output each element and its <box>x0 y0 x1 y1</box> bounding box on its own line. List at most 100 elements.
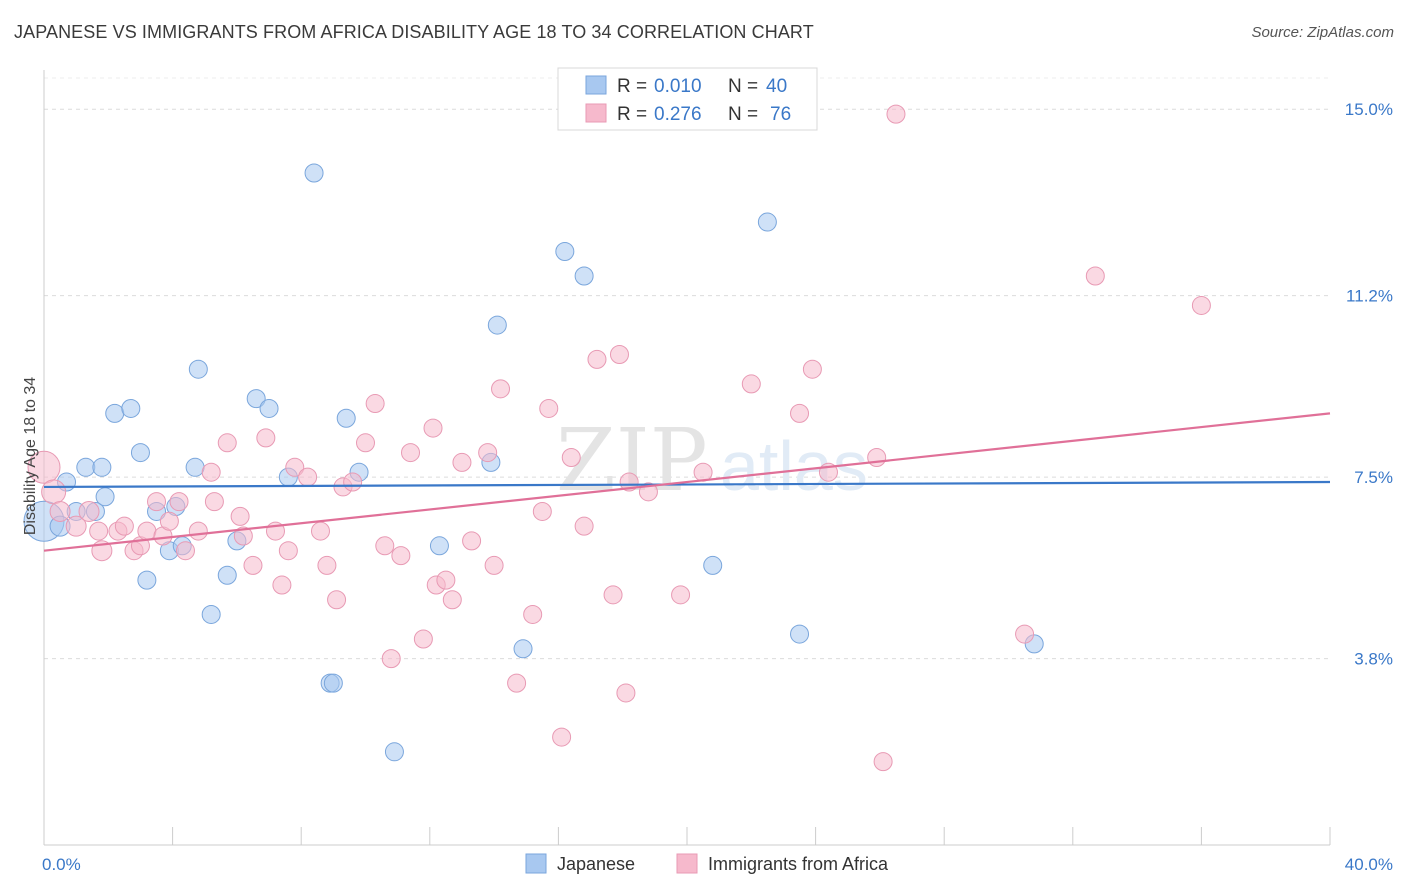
source-label: Source: ZipAtlas.com <box>1251 24 1394 41</box>
legend-swatch-africa <box>585 103 607 123</box>
point-africa-70 <box>867 448 887 467</box>
legend-n-label-1: N = <box>728 76 758 97</box>
point-japanese-36 <box>703 555 723 575</box>
point-japanese-22 <box>259 398 279 418</box>
point-africa-17 <box>188 521 208 541</box>
point-japanese-16 <box>185 457 205 477</box>
point-africa-51 <box>507 673 527 693</box>
point-africa-38 <box>381 649 401 669</box>
y-tick-label-2: 11.2% <box>1346 287 1393 306</box>
point-africa-73 <box>1015 624 1035 644</box>
point-africa-35 <box>356 433 375 453</box>
point-japanese-4 <box>76 457 96 477</box>
watermark: ZIP atlas <box>556 411 868 511</box>
point-africa-15 <box>169 492 189 512</box>
x-tick-labels: 0.0% 40.0% <box>42 855 1393 874</box>
grid-lines <box>44 77 1330 660</box>
point-africa-31 <box>317 555 337 575</box>
point-japanese-37 <box>757 212 777 232</box>
point-japanese-38 <box>790 624 810 644</box>
point-africa-75 <box>1191 295 1211 315</box>
point-africa-0 <box>27 450 61 484</box>
point-africa-59 <box>603 585 623 605</box>
point-africa-44 <box>436 570 456 590</box>
point-africa-46 <box>452 452 472 472</box>
point-africa-11 <box>137 521 157 541</box>
y-tick-labels: 3.8% 7.5% 11.2% 15.0% <box>1345 100 1393 668</box>
point-africa-4 <box>78 500 100 522</box>
point-africa-27 <box>285 457 305 477</box>
legend-stats: R = 0.010 N = 40 R = 0.276 N = 76 <box>557 67 818 131</box>
point-africa-42 <box>423 418 443 438</box>
series-japanese-points <box>23 163 1044 762</box>
point-africa-32 <box>327 590 347 610</box>
y-tick-label-0: 3.8% <box>1354 650 1393 669</box>
point-africa-41 <box>413 629 433 649</box>
x-tick-label-1: 40.0% <box>1345 855 1393 874</box>
point-japanese-9 <box>121 398 141 418</box>
point-japanese-34 <box>555 241 575 261</box>
legend-r-value-2: 0.276 <box>654 104 702 125</box>
point-japanese-7 <box>95 487 115 507</box>
legend-bottom-label-japanese: Japanese <box>557 854 635 874</box>
legend-bottom-swatch-japanese <box>525 853 547 874</box>
point-japanese-32 <box>487 315 507 335</box>
point-africa-72 <box>873 752 893 772</box>
point-africa-5 <box>89 521 109 541</box>
point-africa-26 <box>272 575 292 595</box>
point-africa-16 <box>175 541 195 561</box>
point-africa-8 <box>114 516 134 536</box>
point-africa-64 <box>671 585 691 605</box>
series-africa-points <box>27 104 1211 772</box>
point-japanese-30 <box>429 536 449 556</box>
point-japanese-29 <box>384 742 404 762</box>
point-africa-36 <box>365 394 385 414</box>
trend-lines <box>43 412 1331 552</box>
trend-line-japanese <box>43 480 1331 489</box>
point-africa-45 <box>442 590 462 610</box>
point-japanese-8 <box>105 403 125 423</box>
point-japanese-6 <box>92 457 112 477</box>
point-africa-60 <box>609 344 629 364</box>
point-japanese-10 <box>130 443 150 463</box>
point-africa-2 <box>49 500 71 522</box>
point-africa-47 <box>462 531 482 551</box>
point-africa-18 <box>201 462 221 482</box>
point-africa-20 <box>217 433 237 453</box>
point-africa-40 <box>401 443 421 463</box>
x-tick-label-0: 0.0% <box>42 855 81 874</box>
legend-swatch-japanese <box>585 75 607 95</box>
legend-n-label-2: N = <box>728 104 758 125</box>
point-africa-50 <box>491 379 511 399</box>
point-africa-52 <box>523 604 543 624</box>
y-axis-label: Disability Age 18 to 34 <box>22 377 39 535</box>
point-africa-3 <box>65 515 87 537</box>
point-africa-12 <box>147 492 167 512</box>
point-africa-71 <box>886 104 906 124</box>
legend-bottom-label-africa: Immigrants from Africa <box>708 854 889 874</box>
point-africa-67 <box>790 403 810 423</box>
y-tick-label-3: 15.0% <box>1345 100 1393 119</box>
point-africa-55 <box>552 727 572 747</box>
point-africa-61 <box>616 683 636 703</box>
point-africa-24 <box>256 428 276 448</box>
point-africa-57 <box>574 516 594 536</box>
y-tick-label-1: 7.5% <box>1354 468 1393 487</box>
point-africa-22 <box>230 506 250 526</box>
legend-bottom-swatch-africa <box>676 853 698 874</box>
legend-r-value-1: 0.010 <box>654 76 702 97</box>
point-africa-34 <box>343 472 363 492</box>
point-africa-37 <box>375 536 395 556</box>
point-africa-21 <box>233 526 253 546</box>
point-japanese-11 <box>137 570 157 590</box>
point-africa-53 <box>532 501 552 521</box>
point-japanese-35 <box>574 266 594 286</box>
point-africa-65 <box>693 462 713 482</box>
point-japanese-17 <box>188 359 208 379</box>
point-africa-39 <box>391 546 411 566</box>
point-africa-14 <box>159 511 179 531</box>
point-africa-62 <box>619 472 639 492</box>
point-japanese-27 <box>336 408 356 428</box>
legend-r-label-1: R = <box>617 76 647 97</box>
point-africa-68 <box>802 359 822 379</box>
